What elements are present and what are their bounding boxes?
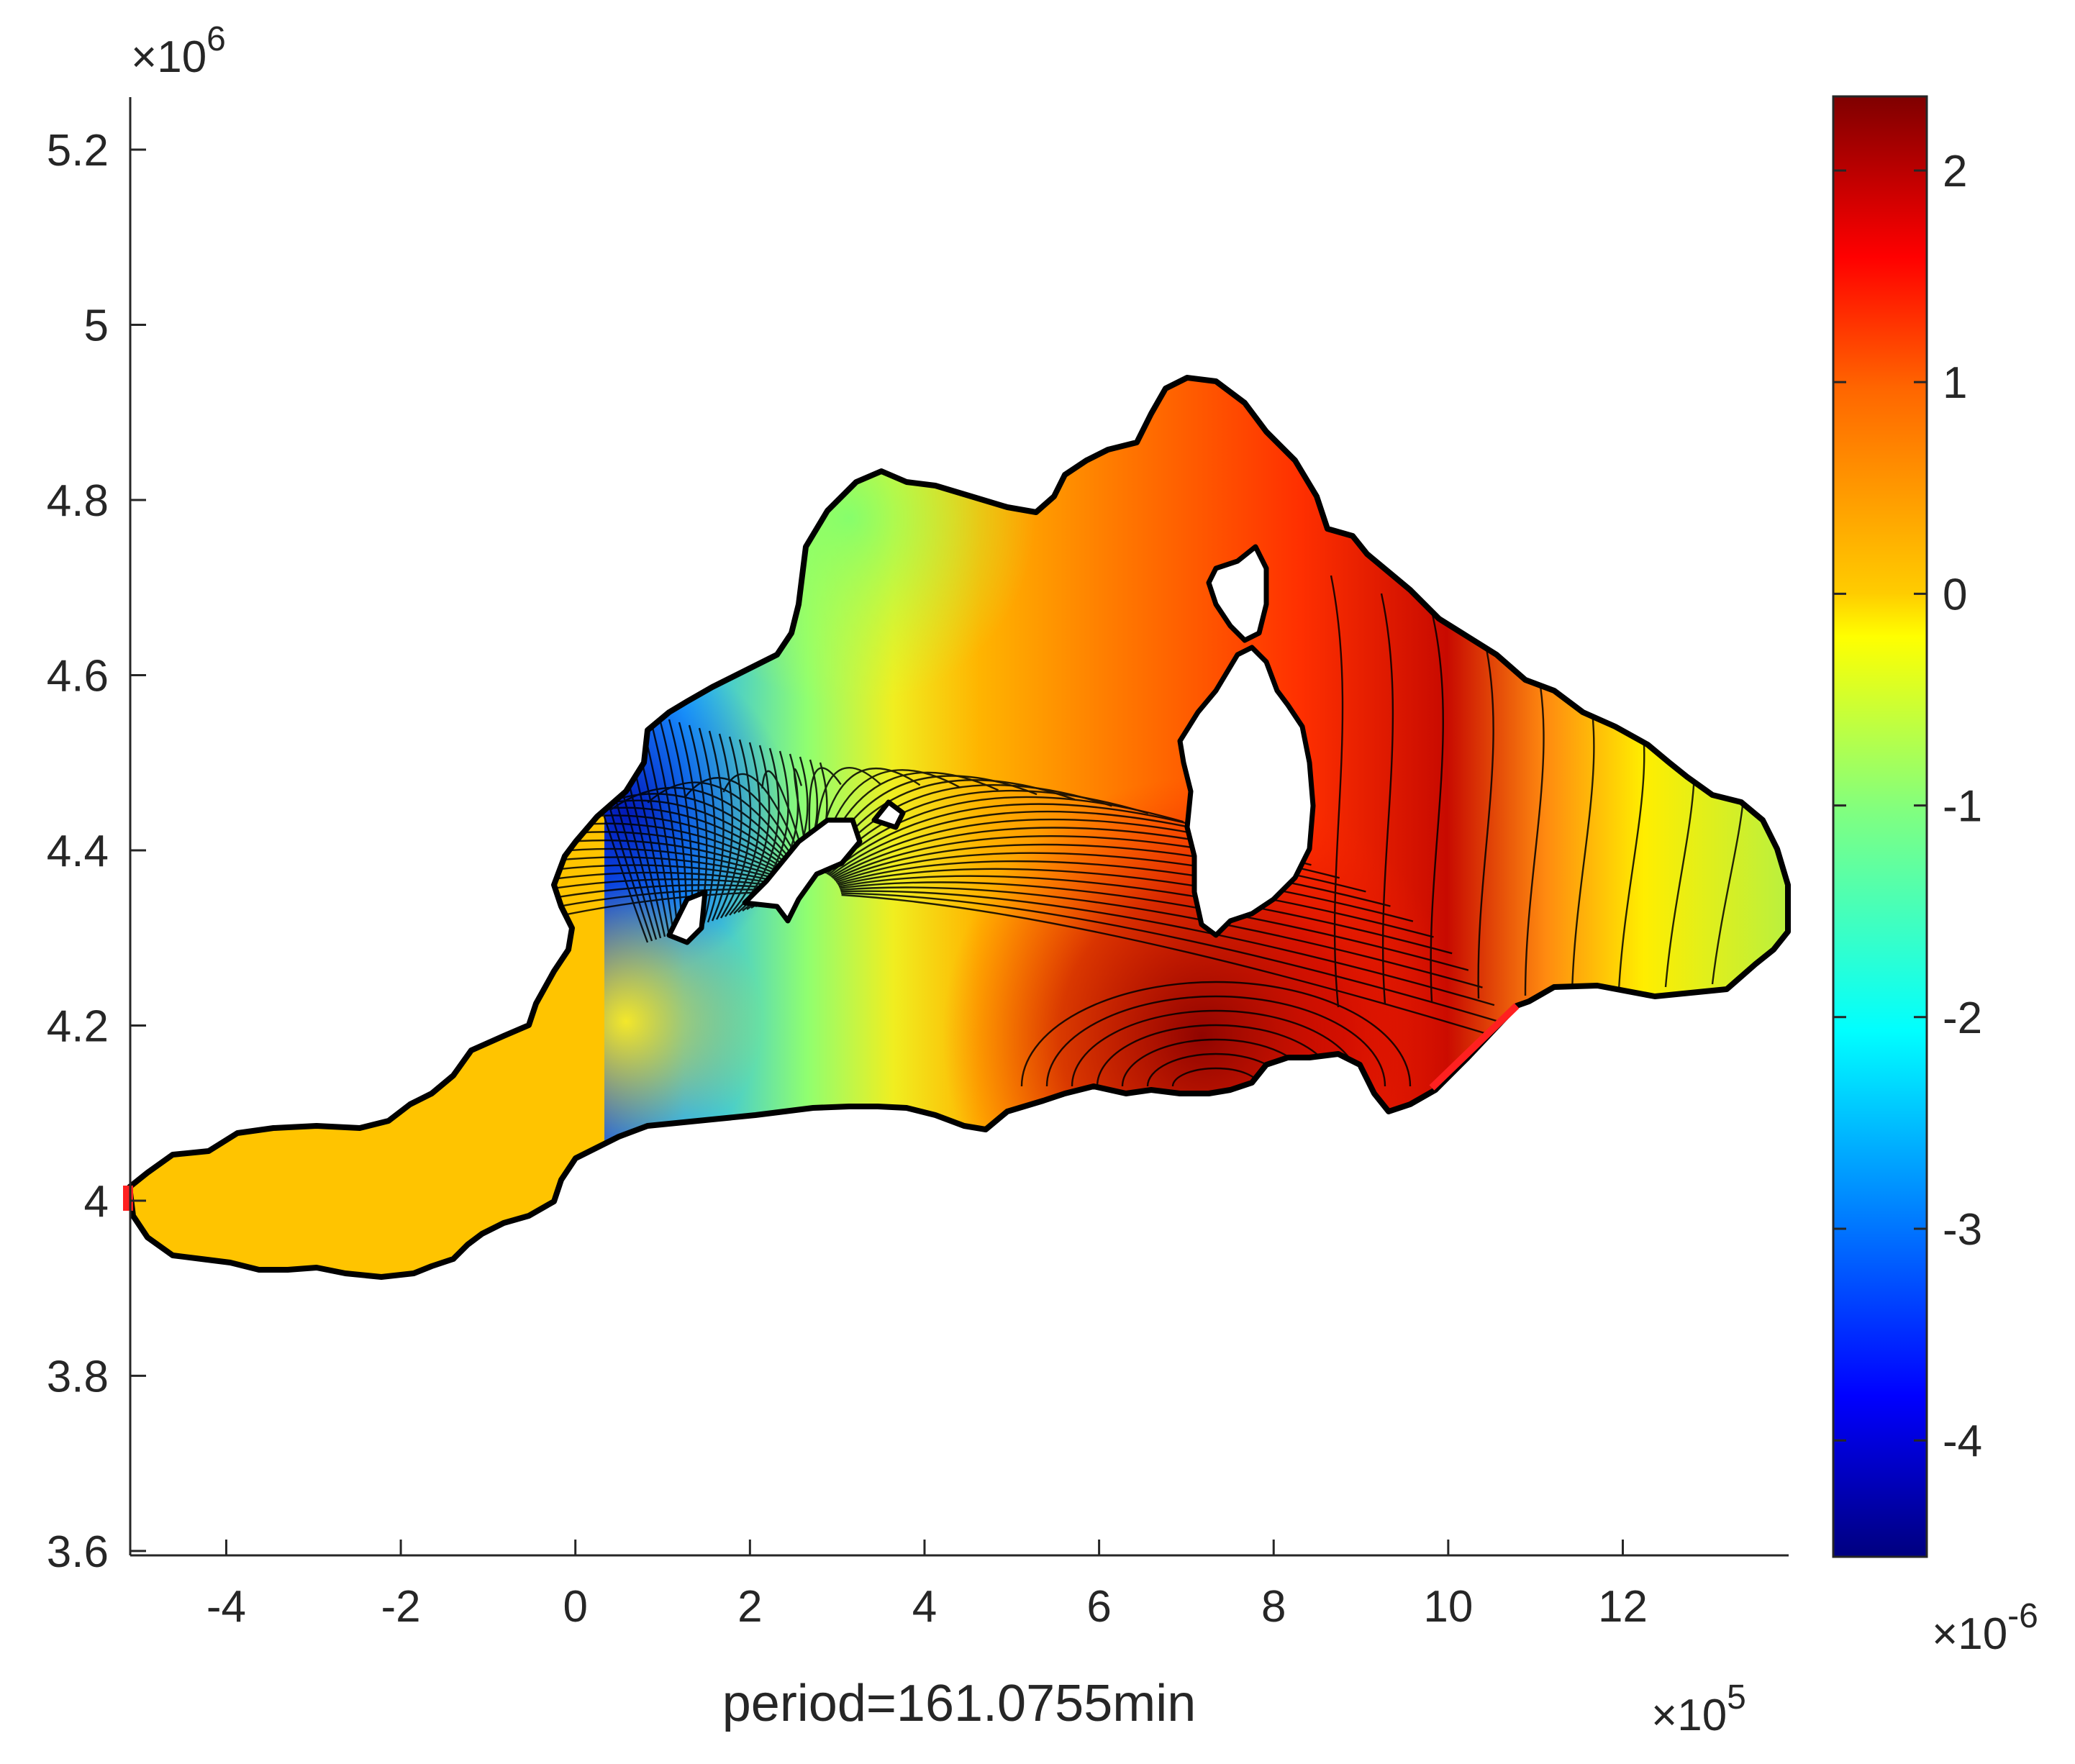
contour-line xyxy=(837,868,1434,938)
colorbar-tick-label: 0 xyxy=(1943,570,1967,619)
contour-line xyxy=(1020,981,1412,1087)
x-tick-label: 8 xyxy=(1261,1582,1286,1632)
y-tick-label: 4.8 xyxy=(47,476,109,526)
contour-line xyxy=(837,860,1414,922)
x-axis-label: period=161.0755min xyxy=(722,1675,1197,1732)
y-tick-label: 5 xyxy=(84,301,109,351)
x-tick-label: -2 xyxy=(381,1582,421,1632)
open-boundary-east xyxy=(1429,1003,1520,1091)
y-axis-ticks: 3.6 3.8 4 4.2 4.4 4.6 4.8 5 5.2 xyxy=(47,126,146,1577)
colorbar-ticks: 2 1 0 -1 -2 -3 -4 xyxy=(1833,147,1982,1466)
contour-line xyxy=(1045,995,1386,1087)
colorbar-tick-label: 1 xyxy=(1943,358,1967,408)
contour-line xyxy=(1477,629,1494,999)
contour-line xyxy=(729,745,771,916)
contour-line xyxy=(840,890,1495,1006)
x-exponent-label: ×105 xyxy=(1651,1678,1746,1740)
contour-line xyxy=(610,786,802,874)
contour-line xyxy=(839,881,1469,971)
contour-line xyxy=(840,886,1483,988)
coastline xyxy=(127,375,1791,1280)
contour-line xyxy=(725,742,761,917)
colorbar-tick-label: -2 xyxy=(1943,994,1982,1043)
x-tick-label: 2 xyxy=(737,1582,762,1632)
x-tick-label: 12 xyxy=(1598,1582,1648,1632)
colorbar-tick-label: 2 xyxy=(1943,147,1967,196)
x-tick-label: 6 xyxy=(1086,1582,1111,1632)
colorbar-exponent-label: ×10-6 xyxy=(1932,1597,2038,1659)
y-tick-label: 3.8 xyxy=(47,1352,109,1401)
colorbar-tick-label: -3 xyxy=(1943,1205,1982,1255)
y-exponent-label: ×106 xyxy=(131,20,226,82)
contour-line xyxy=(1330,575,1344,1008)
contour-line xyxy=(1380,593,1394,1005)
colorbar: 2 1 0 -1 -2 -3 -4 ×10-6 xyxy=(1832,95,2038,1659)
contour-line xyxy=(698,727,716,924)
contour-line xyxy=(826,796,1184,875)
colorbar-tick-label: -4 xyxy=(1943,1417,1982,1466)
x-tick-label: 4 xyxy=(912,1582,937,1632)
contour-line xyxy=(841,894,1512,1042)
contour-line xyxy=(838,875,1453,955)
y-tick-label: 4 xyxy=(84,1177,109,1227)
islands xyxy=(666,544,1316,945)
colorbar-gradient xyxy=(1832,95,1928,1558)
y-tick-label: 4.2 xyxy=(47,1001,109,1051)
x-tick-label: 10 xyxy=(1423,1582,1473,1632)
y-tick-label: 3.6 xyxy=(47,1527,109,1577)
x-tick-label: -4 xyxy=(206,1582,246,1632)
contour-line xyxy=(648,713,684,932)
x-axis-ticks: -4 -2 0 2 4 6 8 10 12 xyxy=(206,1540,1648,1632)
y-tick-label: 4.6 xyxy=(47,651,109,701)
contour-line xyxy=(1071,1009,1361,1087)
contour-line xyxy=(715,736,743,920)
contour-line xyxy=(829,810,1250,877)
contour-line xyxy=(719,739,752,919)
contour-line xyxy=(707,730,725,923)
contour-line xyxy=(1524,647,1545,996)
y-tick-label: 4.4 xyxy=(47,827,109,876)
contour-line xyxy=(827,803,1218,876)
y-tick-label: 5.2 xyxy=(47,126,109,176)
x-tick-label: 0 xyxy=(563,1582,587,1632)
contour-line xyxy=(711,733,733,922)
contour-line xyxy=(1430,611,1444,1002)
colorbar-tick-label: -1 xyxy=(1943,782,1982,832)
